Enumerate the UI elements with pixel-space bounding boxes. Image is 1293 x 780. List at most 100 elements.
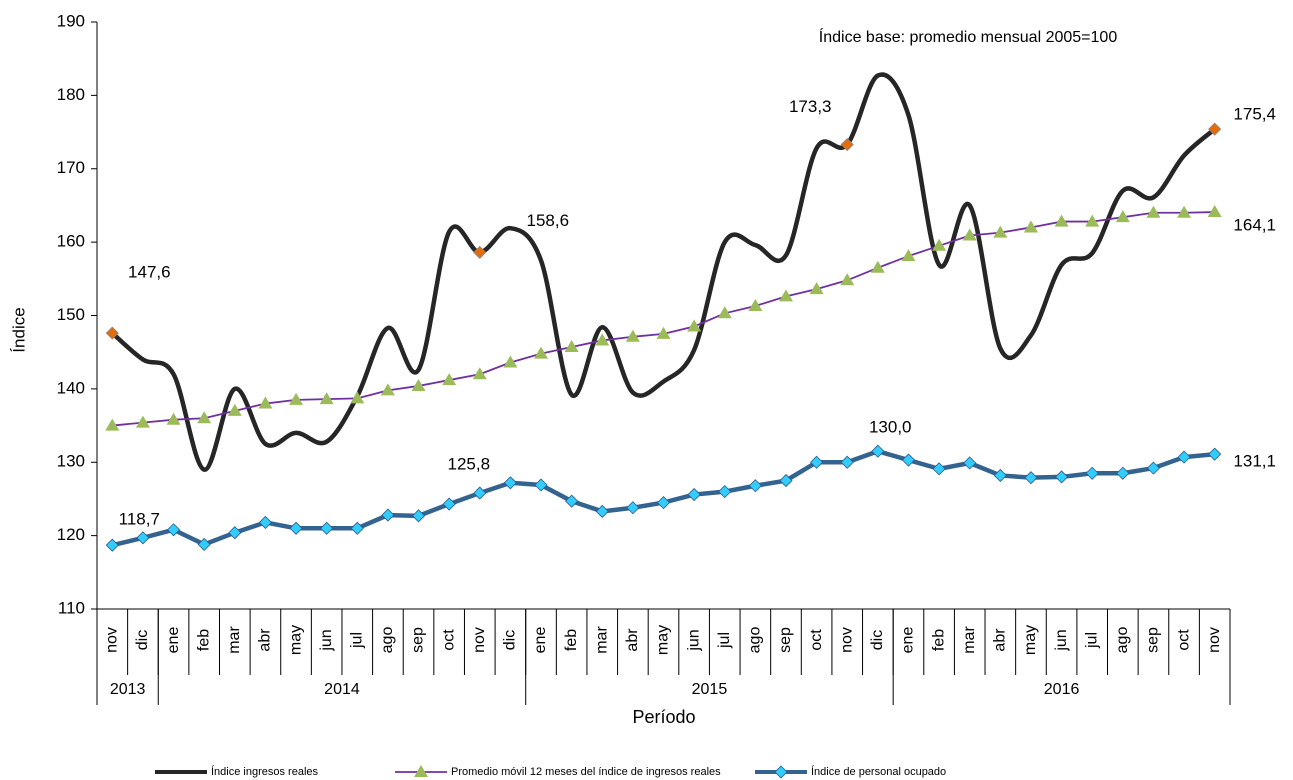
legend-marker (414, 765, 428, 777)
x-tick-label: jun (685, 629, 702, 651)
marker (197, 411, 212, 424)
x-tick-label: nov (838, 627, 855, 653)
marker (993, 468, 1007, 483)
marker (350, 391, 365, 404)
value-label: 175,4 (1233, 105, 1276, 124)
marker (1023, 220, 1038, 233)
x-tick-label: sep (1145, 627, 1162, 653)
marker (197, 537, 211, 551)
marker (473, 245, 487, 259)
marker (1177, 450, 1191, 464)
marker (472, 367, 487, 380)
marker (687, 319, 702, 332)
marker (748, 298, 763, 311)
marker (718, 485, 732, 499)
marker (779, 474, 793, 488)
value-label: 158,6 (526, 211, 569, 230)
x-tick-label: abr (992, 628, 1009, 652)
marker (227, 403, 242, 416)
x-tick-label: nov (471, 627, 488, 653)
marker (932, 238, 947, 251)
x-tick-label: oct (1175, 629, 1192, 651)
marker (381, 508, 395, 522)
marker (473, 486, 487, 500)
y-axis-label: Índice (9, 307, 28, 352)
marker (166, 412, 181, 425)
marker (809, 282, 824, 295)
marker (1115, 210, 1130, 223)
x-tick-label: oct (808, 629, 825, 651)
marker (595, 504, 609, 518)
series-line (110, 72, 1217, 472)
x-tick-label: jul (1083, 632, 1100, 649)
x-tick-label: jun (318, 629, 335, 651)
x-tick-label: nov (1206, 627, 1223, 653)
marker (380, 383, 395, 396)
marker (565, 494, 579, 508)
x-tick-label: mar (226, 626, 243, 654)
x-tick-label: jul (716, 632, 733, 649)
marker (840, 137, 854, 152)
marker (901, 453, 916, 467)
legend-label: Índice de personal ocupado (811, 765, 946, 778)
year-label: 2013 (110, 681, 146, 698)
marker (1177, 205, 1192, 218)
x-tick-label: jul (349, 632, 366, 649)
marker (442, 373, 457, 386)
marker (1207, 205, 1222, 218)
marker (503, 476, 517, 490)
value-label: 147,6 (128, 263, 171, 282)
legend-marker (774, 765, 788, 779)
annotation: Índice base: promedio mensual 2005=100 (819, 27, 1118, 46)
x-tick-label: sep (777, 627, 794, 653)
x-tick-label: may (1022, 625, 1039, 655)
marker (840, 455, 854, 469)
marker (1024, 471, 1038, 485)
y-tick-label: 160 (57, 232, 85, 251)
x-tick-label: ago (1114, 627, 1131, 654)
marker (258, 515, 272, 529)
y-tick-label: 190 (57, 11, 85, 30)
y-tick-label: 180 (57, 85, 85, 104)
marker (534, 346, 549, 359)
marker (932, 462, 946, 476)
x-tick-label: ago (379, 627, 396, 654)
legend-label: Índice ingresos reales (211, 765, 319, 778)
marker (901, 249, 916, 262)
marker (105, 326, 119, 340)
marker (810, 455, 824, 469)
series-line (112, 211, 1215, 427)
marker (350, 521, 364, 535)
year-label: 2016 (1044, 681, 1080, 698)
value-label: 118,7 (119, 510, 160, 529)
marker (105, 538, 119, 552)
marker (656, 496, 671, 510)
x-axis-label: Período (632, 707, 695, 727)
y-tick-label: 140 (57, 378, 85, 397)
value-label: 131,1 (1233, 452, 1276, 471)
marker (411, 378, 426, 391)
marker (1116, 466, 1130, 480)
x-tick-label: feb (563, 629, 580, 651)
marker (870, 260, 885, 273)
marker (963, 456, 977, 470)
marker (717, 306, 732, 319)
marker (289, 392, 304, 405)
x-tick-label: may (287, 625, 304, 655)
x-tick-label: sep (410, 627, 427, 653)
x-tick-label: abr (624, 628, 641, 652)
marker (595, 333, 610, 346)
marker (105, 418, 120, 431)
x-tick-label: dic (502, 630, 519, 650)
marker (320, 521, 334, 535)
y-tick-label: 150 (57, 305, 85, 324)
marker (166, 523, 181, 537)
marker (289, 521, 303, 535)
marker (228, 526, 242, 540)
x-tick-label: abr (257, 628, 274, 652)
marker (1085, 214, 1100, 227)
x-tick-label: dic (134, 630, 151, 650)
legend-label: Promedio móvil 12 meses del índice de in… (451, 766, 721, 778)
value-label: 164,1 (1233, 216, 1276, 235)
